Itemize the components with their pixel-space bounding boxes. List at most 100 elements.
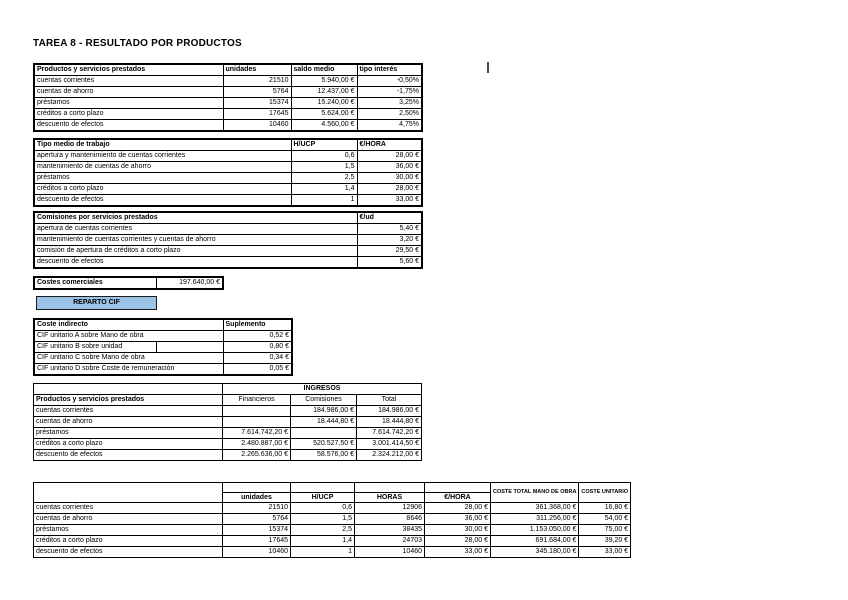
row-label-cell: CIF unitario A sobre Mano de obra [33, 330, 224, 342]
column-header: Productos y servicios prestados [33, 63, 224, 76]
empty-header-cell [424, 482, 491, 493]
table-row: cuentas corrientes 184.986,00 €184.986,00… [33, 405, 422, 417]
data-cell: 33,00 € [578, 546, 632, 558]
data-cell: 5,40 € [356, 223, 423, 235]
data-cell: 29,50 € [356, 245, 423, 257]
row-label-cell: cuentas de ahorro [33, 86, 224, 98]
data-cell: 30,00 € [424, 524, 491, 536]
table-row: comisión de apertura de créditos a corto… [33, 245, 423, 257]
row-label-cell: créditos a corto plazo [33, 535, 223, 547]
data-cell: 2,50% [356, 108, 423, 120]
data-cell: 38435 [354, 524, 425, 536]
productos-table: Productos y servicios prestados unidades… [33, 63, 423, 132]
data-cell: 4,75% [356, 119, 423, 132]
row-label-cell: descuento de efectos [33, 256, 358, 269]
costes-comerciales-value: 197.640,00 € [155, 276, 224, 290]
data-cell: 39,20 € [578, 535, 632, 547]
data-cell: 2.265.636,00 € [222, 449, 291, 461]
table-row: préstamos 7.614.742,20 €7.614.742,20 € [33, 427, 422, 439]
empty-header-cell [222, 482, 291, 493]
row-label-cell: créditos a corto plazo [33, 183, 292, 195]
data-cell: 5764 [222, 513, 291, 525]
header-row: Comisiones por servicios prestados €/ud [33, 211, 423, 224]
column-header: H/UCP [290, 492, 355, 503]
row-label-cell: préstamos [33, 172, 292, 184]
table-row: préstamos 15374 2,5 38435 30,00 €1.153.050,0… [33, 524, 632, 536]
column-header: Suplemento [222, 318, 293, 331]
data-cell: 1,4 [290, 183, 358, 195]
table-row: cuentas de ahorro 5764 12.437,00 € -1,75% [33, 86, 423, 98]
coste-indirecto-table: Coste indirecto Suplemento CIF unitario … [33, 318, 293, 376]
ingresos-group-header: INGRESOS [222, 383, 422, 395]
data-cell: 18.444,80 € [290, 416, 357, 428]
data-cell: 36,00 € [356, 161, 423, 173]
row-label-cell: descuento de efectos [33, 119, 224, 132]
trabajo-table: Tipo medio de trabajo H/UCP €/HORA apert… [33, 138, 423, 207]
data-cell: 36,00 € [424, 513, 491, 525]
data-cell: 5.940,00 € [290, 75, 358, 87]
header-row: COSTE TOTAL MANO DE OBRA COSTE UNITARIO [33, 482, 632, 503]
empty-header-cell [354, 482, 425, 493]
row-label-cell: cuentas corrientes [33, 502, 223, 514]
table-row: cuentas corrientes 21510 5.940,00 € -0,50% [33, 75, 423, 87]
table-row: descuento de efectos 2.265.636,00 €58.576… [33, 449, 422, 461]
data-cell: 2.480.887,00 € [222, 438, 291, 450]
column-header: HORAS [354, 492, 425, 503]
table-row: mantenimiento de cuentas de ahorro 1,5 36,… [33, 161, 423, 173]
data-cell: 33,00 € [356, 194, 423, 207]
data-cell: 24703 [354, 535, 425, 547]
data-cell: 21510 [222, 502, 291, 514]
data-cell: 0,52 € [222, 330, 293, 342]
empty-corner-cell [33, 482, 223, 503]
row-label-cell: cuentas corrientes [33, 405, 223, 417]
column-header: €/HORA [424, 492, 491, 503]
table-row: cuentas corrientes 21510 0,6 12906 28,00 €36… [33, 502, 632, 514]
data-cell: 7.614.742,20 € [222, 427, 291, 439]
table-row: préstamos 2,5 30,00 € [33, 172, 423, 184]
row-label-cell: descuento de efectos [33, 546, 223, 558]
column-header: Coste indirecto [33, 318, 224, 331]
data-cell: 2,5 [290, 524, 355, 536]
data-cell: 10460 [222, 546, 291, 558]
row-label-cell: descuento de efectos [33, 194, 292, 207]
data-cell: 5,60 € [356, 256, 423, 269]
data-cell [222, 405, 291, 417]
data-cell: 12906 [354, 502, 425, 514]
data-cell: 1.153.050,00 € [489, 524, 580, 536]
data-cell: 10460 [222, 119, 292, 132]
data-cell: 1,4 [290, 535, 355, 547]
data-cell [290, 427, 357, 439]
header-row: INGRESOS [33, 383, 422, 395]
reparto-cif-button[interactable]: REPARTO CIF [36, 296, 157, 310]
data-cell: 2,5 [290, 172, 358, 184]
table-row: apertura de cuentas corrientes 5,40 € [33, 223, 423, 235]
row-label-cell: créditos a corto plazo [33, 438, 223, 450]
data-cell: 28,00 € [424, 502, 491, 514]
data-cell: 4.560,00 € [290, 119, 358, 132]
data-cell: 5764 [222, 86, 292, 98]
row-label-cell: mantenimiento de cuentas de ahorro [33, 161, 292, 173]
data-cell: 7.614.742,20 € [356, 427, 422, 439]
data-cell: 3,25% [356, 97, 423, 109]
data-cell: 54,00 € [578, 513, 632, 525]
row-label-cell: CIF unitario B sobre unidad [33, 341, 224, 353]
header-row: Productos y servicios prestados unidades… [33, 63, 423, 76]
row-label-cell: comisión de apertura de créditos a corto… [33, 245, 358, 257]
data-cell: 361.368,00 € [489, 502, 580, 514]
data-cell: 30,00 € [356, 172, 423, 184]
data-cell: 1,5 [290, 513, 355, 525]
data-cell: 28,00 € [424, 535, 491, 547]
table-row: Costes comerciales 197.640,00 € [33, 276, 224, 290]
header-row: unidades H/UCP HORAS €/HORA [34, 492, 631, 503]
table-row: apertura y mantenimiento de cuentas corr… [33, 150, 423, 162]
column-header: Comisiones por servicios prestados [33, 211, 358, 224]
table-row: cuentas de ahorro 18.444,80 €18.444,80 € [33, 416, 422, 428]
column-header: COSTE UNITARIO [578, 482, 632, 503]
table-row: descuento de efectos 10460 4.560,00 €4,75% [33, 119, 423, 132]
data-cell: 184.986,00 € [356, 405, 422, 417]
data-cell: 0,05 € [222, 363, 293, 376]
header-row: Productos y servicios prestados Financie… [33, 394, 422, 406]
table-row: CIF unitario A sobre Mano de obra 0,52 € [33, 330, 293, 342]
data-cell: 12.437,00 € [290, 86, 358, 98]
